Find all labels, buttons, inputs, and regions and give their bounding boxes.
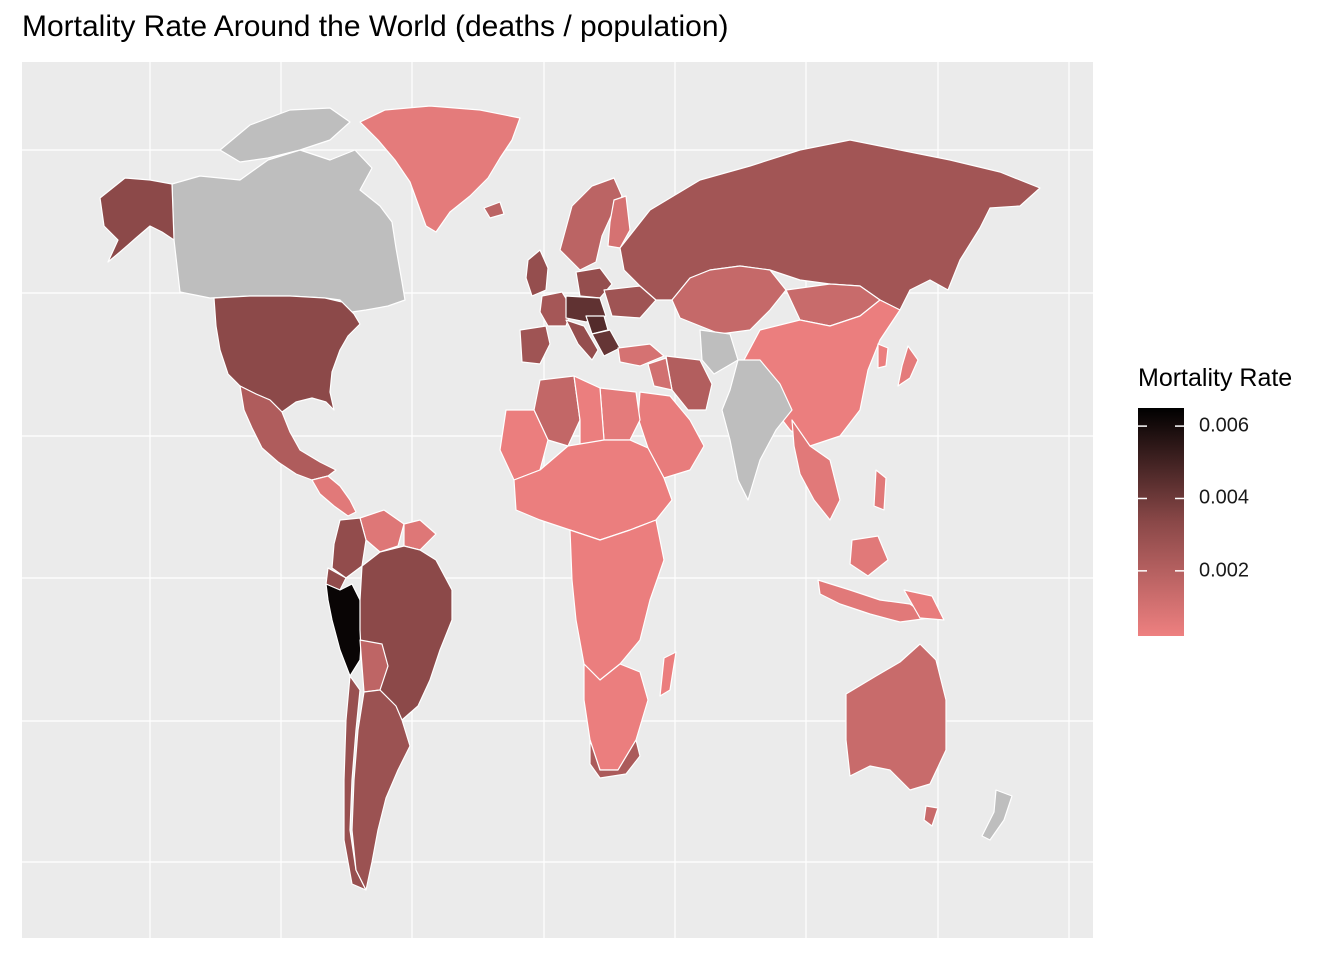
region-central-africa[interactable] [569,519,665,681]
legend-title: Mortality Rate [1138,364,1293,392]
region-japan[interactable] [897,345,919,387]
region-sahel[interactable] [513,439,673,541]
region-united-kingdom[interactable] [525,249,549,297]
region-iraq[interactable] [647,357,673,391]
chart-title: Mortality Rate Around the World (deaths … [22,10,729,43]
country-regions [99,105,1041,891]
region-italy[interactable] [565,319,599,361]
region-borneo[interactable] [849,535,889,577]
region-madagascar[interactable] [659,651,677,697]
legend-tick-marks [1138,425,1184,572]
region-ukraine[interactable] [603,285,657,319]
region-philippines[interactable] [873,469,887,511]
region-afghanistan[interactable] [699,329,739,375]
region-indonesia[interactable] [817,579,931,623]
legend-tick-label: 0.006 [1199,414,1250,437]
region-egypt[interactable] [599,387,641,441]
region-tasmania[interactable] [923,805,939,827]
region-india[interactable] [721,359,793,501]
region-greenland[interactable] [359,105,521,233]
region-mexico[interactable] [239,385,337,481]
region-saudi-arabia[interactable] [637,391,705,479]
region-peru[interactable] [325,583,363,677]
region-south-africa[interactable] [589,739,641,779]
region-turkey[interactable] [617,343,665,367]
region-korea[interactable] [877,343,889,369]
region-spain[interactable] [519,325,551,365]
region-iceland[interactable] [483,201,505,219]
legend-colorbar [1138,408,1184,636]
region-guianas[interactable] [403,519,437,551]
region-canada-islands[interactable] [219,107,351,163]
region-bolivia[interactable] [359,639,389,693]
region-central-america[interactable] [311,475,357,517]
region-australia[interactable] [845,643,947,791]
region-alaska[interactable] [99,177,175,263]
legend-tick-label: 0.002 [1199,559,1250,582]
region-papua-new-guinea[interactable] [903,589,945,621]
region-new-zealand[interactable] [981,789,1013,841]
region-colombia[interactable] [331,517,367,579]
legend-tick-label: 0.004 [1199,486,1250,509]
region-france[interactable] [539,291,573,327]
region-southeast-asia[interactable] [791,419,841,521]
region-argentina[interactable] [351,689,411,891]
region-united-states[interactable] [213,295,361,413]
region-kazakhstan[interactable] [671,265,787,335]
